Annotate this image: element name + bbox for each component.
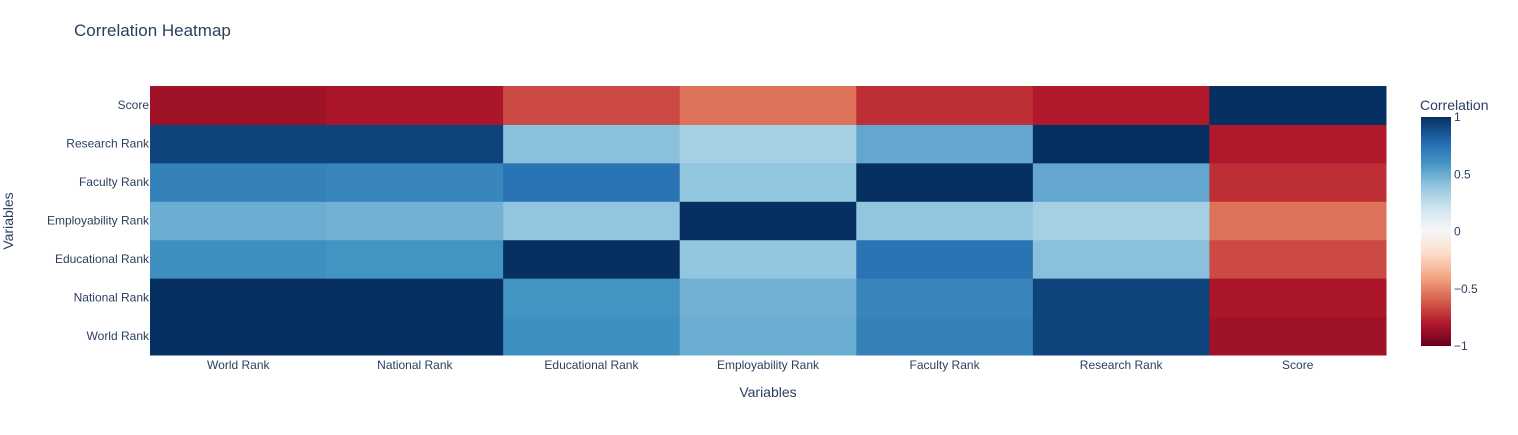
colorbar-tick-label: 1 xyxy=(1454,110,1461,124)
heatmap-cell[interactable] xyxy=(679,201,857,241)
heatmap-cell[interactable] xyxy=(150,239,328,279)
heatmap-cell[interactable] xyxy=(856,162,1034,202)
heatmap-cell[interactable] xyxy=(150,278,328,318)
x-tick-label: Score xyxy=(1282,358,1314,372)
heatmap-cell[interactable] xyxy=(679,86,857,125)
heatmap-cell[interactable] xyxy=(503,239,681,279)
heatmap-cells xyxy=(150,86,1387,356)
x-tick-label: World Rank xyxy=(207,358,270,372)
heatmap-cell[interactable] xyxy=(503,124,681,164)
heatmap-cell[interactable] xyxy=(1209,124,1387,164)
heatmap-cell[interactable] xyxy=(326,86,504,125)
heatmap-cell[interactable] xyxy=(679,124,857,164)
y-tick-label: Faculty Rank xyxy=(79,175,150,189)
heatmap-cell[interactable] xyxy=(1209,239,1387,279)
y-tick-label: National Rank xyxy=(74,290,150,304)
y-tick-label: Employability Rank xyxy=(47,214,150,228)
heatmap-cell[interactable] xyxy=(503,316,681,356)
y-axis-title: Variables xyxy=(0,192,16,249)
heatmap-cell[interactable] xyxy=(856,278,1034,318)
heatmap-cell[interactable] xyxy=(503,162,681,202)
colorbar: Correlation 1 0.5 0 −0.5 −1 xyxy=(1420,97,1488,353)
x-tick-label: Educational Rank xyxy=(544,358,639,372)
heatmap-cell[interactable] xyxy=(679,316,857,356)
heatmap-cell[interactable] xyxy=(503,278,681,318)
colorbar-tick-label: −1 xyxy=(1454,339,1468,353)
y-tick-label: Research Rank xyxy=(66,137,150,151)
heatmap-cell[interactable] xyxy=(503,201,681,241)
heatmap-cell[interactable] xyxy=(1032,124,1210,164)
colorbar-tick-label: 0 xyxy=(1454,225,1461,239)
heatmap-cell[interactable] xyxy=(1209,162,1387,202)
colorbar-tick-label: −0.5 xyxy=(1454,282,1478,296)
heatmap-cell[interactable] xyxy=(1209,278,1387,318)
heatmap-cell[interactable] xyxy=(856,316,1034,356)
heatmap-cell[interactable] xyxy=(1209,201,1387,241)
y-tick-label: World Rank xyxy=(87,329,150,343)
heatmap-cell[interactable] xyxy=(503,86,681,125)
heatmap-cell[interactable] xyxy=(1032,278,1210,318)
heatmap-cell[interactable] xyxy=(679,162,857,202)
heatmap-cell[interactable] xyxy=(1209,316,1387,356)
chart-title: Correlation Heatmap xyxy=(74,21,231,40)
heatmap-cell[interactable] xyxy=(679,278,857,318)
heatmap-cell[interactable] xyxy=(150,124,328,164)
x-tick-label: Employability Rank xyxy=(717,358,820,372)
x-axis-ticks: World Rank National Rank Educational Rank E… xyxy=(207,358,1314,372)
y-tick-label: Educational Rank xyxy=(55,252,150,266)
heatmap-cell[interactable] xyxy=(150,86,328,125)
heatmap-cell[interactable] xyxy=(1032,201,1210,241)
x-tick-label: National Rank xyxy=(377,358,453,372)
heatmap-cell[interactable] xyxy=(856,201,1034,241)
y-tick-label: Score xyxy=(118,98,150,112)
colorbar-ticks: 1 0.5 0 −0.5 −1 xyxy=(1454,110,1478,353)
heatmap-cell[interactable] xyxy=(856,124,1034,164)
heatmap-cell[interactable] xyxy=(326,201,504,241)
heatmap-cell[interactable] xyxy=(326,316,504,356)
heatmap-cell[interactable] xyxy=(856,86,1034,125)
heatmap-cell[interactable] xyxy=(150,316,328,356)
y-axis-ticks: World Rank National Rank Educational Rank E… xyxy=(47,98,150,343)
heatmap-cell[interactable] xyxy=(1032,316,1210,356)
heatmap-cell[interactable] xyxy=(326,124,504,164)
heatmap-cell[interactable] xyxy=(326,278,504,318)
heatmap-cell[interactable] xyxy=(326,239,504,279)
x-axis-title: Variables xyxy=(739,384,796,400)
heatmap-cell[interactable] xyxy=(856,239,1034,279)
heatmap-cell[interactable] xyxy=(150,162,328,202)
heatmap-cell[interactable] xyxy=(1209,86,1387,125)
heatmap-cell[interactable] xyxy=(326,162,504,202)
colorbar-title: Correlation xyxy=(1420,97,1488,113)
heatmap-cell[interactable] xyxy=(150,201,328,241)
heatmap-cell[interactable] xyxy=(1032,86,1210,125)
heatmap-cell[interactable] xyxy=(679,239,857,279)
x-tick-label: Research Rank xyxy=(1080,358,1164,372)
heatmap-cell[interactable] xyxy=(1032,239,1210,279)
x-tick-label: Faculty Rank xyxy=(910,358,981,372)
colorbar-gradient xyxy=(1421,117,1451,346)
heatmap-cell[interactable] xyxy=(1032,162,1210,202)
colorbar-tick-label: 0.5 xyxy=(1454,167,1471,181)
